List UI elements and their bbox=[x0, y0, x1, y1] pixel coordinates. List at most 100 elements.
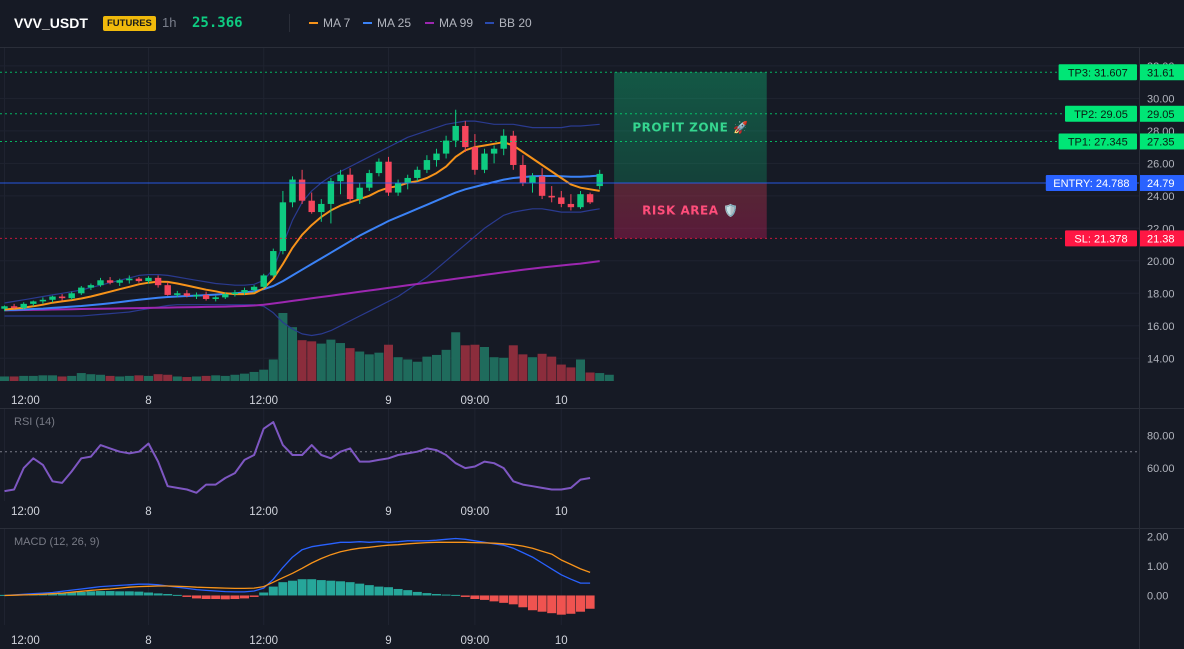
macd-histogram-bar bbox=[489, 595, 499, 602]
candle-body bbox=[366, 173, 373, 188]
volume-bar bbox=[76, 373, 86, 381]
legend-ma7[interactable]: MA 7 bbox=[309, 16, 350, 30]
tp3-level-label: TP3: 31.607 bbox=[1068, 67, 1128, 79]
macd-histogram-bar bbox=[432, 593, 441, 596]
tp2-level-tag bbox=[1065, 105, 1137, 122]
time-axis-label: 09:00 bbox=[461, 635, 490, 647]
sl-level-tag bbox=[1065, 230, 1137, 247]
legend-bb20-swatch bbox=[485, 21, 494, 24]
macd-histogram-bar bbox=[412, 591, 422, 596]
candle-body bbox=[241, 290, 248, 293]
macd-histogram-bar bbox=[364, 585, 374, 596]
volume-bar bbox=[528, 357, 537, 381]
macd-histogram-bar bbox=[134, 591, 144, 596]
time-axis-label: 8 bbox=[145, 635, 151, 647]
macd-histogram-bar bbox=[556, 595, 566, 615]
legend-ma99[interactable]: MA 99 bbox=[425, 16, 473, 30]
price-tick-label: 18.00 bbox=[1147, 288, 1175, 300]
candle-body bbox=[289, 179, 296, 203]
volume-bar bbox=[432, 354, 441, 381]
candle-body bbox=[20, 303, 27, 308]
tp3-price-tag bbox=[1140, 64, 1184, 81]
candle-body bbox=[183, 293, 191, 296]
volume-bar bbox=[9, 376, 19, 381]
macd-histogram-bar bbox=[201, 595, 211, 600]
risk-zone bbox=[614, 183, 767, 239]
macd-histogram-bar bbox=[576, 595, 585, 612]
time-axis-label: 12:00 bbox=[11, 506, 40, 518]
symbol-title[interactable]: VVV_USDT bbox=[14, 15, 88, 31]
volume-bar bbox=[230, 374, 240, 381]
legend-bb20[interactable]: BB 20 bbox=[485, 16, 532, 30]
legend-ma25[interactable]: MA 25 bbox=[363, 16, 411, 30]
macd-histogram-bar bbox=[547, 595, 557, 614]
time-axis-label: 10 bbox=[555, 635, 568, 647]
rsi-tick-label: 80.00 bbox=[1147, 430, 1175, 442]
macd-histogram-bar bbox=[278, 582, 288, 596]
candle-body bbox=[116, 280, 123, 283]
macd-histogram-bar bbox=[144, 592, 153, 596]
entry-price-tag-label: 24.79 bbox=[1147, 178, 1175, 190]
candle-body bbox=[68, 293, 75, 299]
volume-bar bbox=[105, 375, 115, 381]
volume-bar bbox=[57, 376, 67, 381]
volume-bar bbox=[364, 354, 374, 381]
volume-bar bbox=[124, 375, 134, 381]
sl-price-tag-label: 21.38 bbox=[1147, 233, 1175, 245]
candle-body bbox=[78, 287, 85, 294]
time-axis-label: 12:00 bbox=[11, 395, 40, 407]
legend-ma99-swatch bbox=[425, 21, 434, 24]
candle-body bbox=[250, 286, 258, 291]
price-tick-label: 24.00 bbox=[1147, 191, 1175, 203]
time-axis-label: 12:00 bbox=[249, 506, 278, 518]
macd-histogram-bar bbox=[537, 595, 547, 612]
macd-signal-line bbox=[4, 541, 591, 597]
macd-histogram-bar bbox=[374, 586, 384, 596]
volume-bar bbox=[240, 373, 249, 381]
timeframe-label[interactable]: 1h bbox=[162, 15, 177, 30]
candle-body bbox=[222, 294, 229, 298]
volume-bar bbox=[537, 353, 547, 381]
macd-histogram-bar bbox=[566, 595, 576, 614]
candle-body bbox=[414, 169, 421, 178]
volume-bar bbox=[19, 375, 29, 381]
volume-bar bbox=[412, 361, 422, 381]
macd-histogram-bar bbox=[153, 593, 163, 596]
volume-bar bbox=[192, 376, 201, 381]
legend-bb20-label: BB 20 bbox=[499, 16, 532, 30]
volume-bar bbox=[595, 373, 605, 381]
candle-body bbox=[423, 160, 431, 170]
macd-histogram-bar bbox=[268, 586, 278, 596]
volume-bar bbox=[220, 375, 230, 381]
candle-body bbox=[462, 125, 469, 148]
volume-bar bbox=[297, 340, 307, 381]
candle-body bbox=[490, 148, 498, 154]
volume-bar bbox=[96, 374, 105, 381]
candle-body bbox=[481, 153, 488, 170]
candle-body bbox=[538, 176, 546, 196]
candle-body bbox=[49, 296, 56, 300]
ma25-line bbox=[4, 174, 600, 312]
volume-bar bbox=[153, 374, 163, 381]
ma7-line bbox=[4, 141, 600, 311]
macd-histogram-bar bbox=[240, 595, 249, 599]
legend-ma7-swatch bbox=[309, 21, 318, 24]
rsi-title: RSI (14) bbox=[14, 416, 55, 428]
candle-body bbox=[452, 125, 459, 141]
volume-bar bbox=[0, 376, 9, 381]
risk-zone-label: RISK AREA 🛡️ bbox=[642, 204, 738, 218]
candle-body bbox=[327, 181, 335, 204]
volume-bar bbox=[67, 375, 77, 381]
volume-bar bbox=[48, 375, 57, 381]
candle-body bbox=[58, 296, 66, 299]
macd-tick-label: 0.00 bbox=[1147, 590, 1168, 602]
volume-bar bbox=[345, 348, 355, 381]
volume-bar bbox=[451, 332, 461, 381]
macd-histogram-bar bbox=[518, 595, 528, 608]
legend-ma99-label: MA 99 bbox=[439, 16, 474, 30]
macd-histogram-bar bbox=[220, 595, 230, 600]
candle-body bbox=[567, 203, 575, 208]
candle-body bbox=[318, 203, 325, 213]
time-axis-label: 9 bbox=[385, 395, 391, 407]
